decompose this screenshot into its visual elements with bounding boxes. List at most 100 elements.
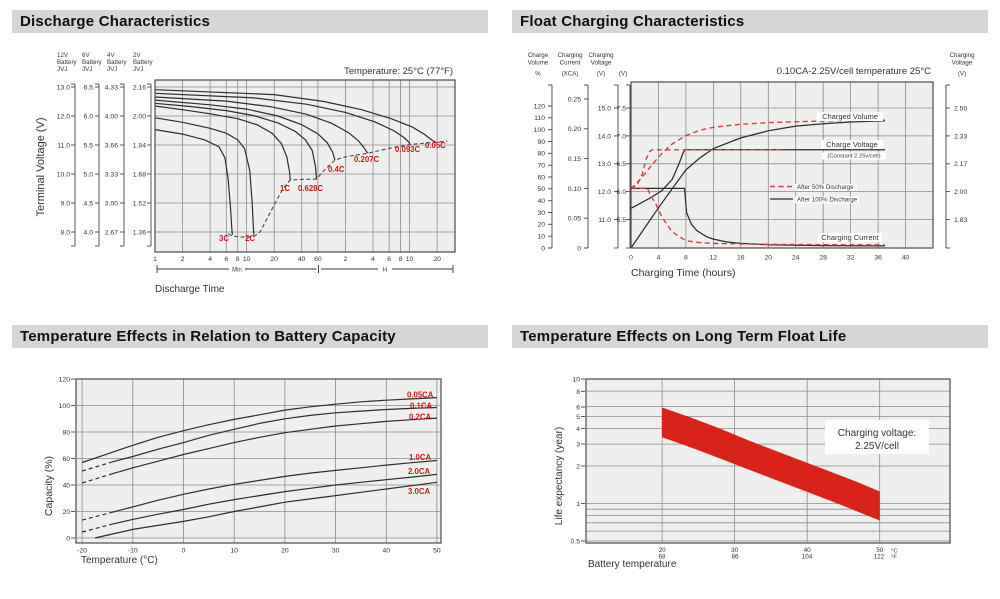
tick-label: 40 — [804, 547, 812, 554]
scale-label: 2.67 — [105, 229, 118, 236]
series-0.2CA-dashed — [81, 473, 113, 484]
section-title-discharge: Discharge Characteristics — [12, 10, 488, 33]
series-0.05CA — [81, 397, 437, 464]
tick-label: 0 — [629, 255, 633, 262]
scale-label: 0.20 — [568, 126, 581, 133]
tick-label: 0 — [182, 548, 186, 555]
scale-label: 13.0 — [57, 84, 70, 91]
scale-header: Charge — [528, 52, 549, 59]
scale-header: Battery — [107, 59, 128, 66]
label-bg — [229, 266, 245, 274]
tick-label: 24 — [792, 255, 800, 262]
tick-label: 12 — [710, 255, 718, 262]
series-3C — [154, 129, 233, 235]
section-title-text: Temperature Effects in Relation to Batte… — [20, 328, 396, 345]
scale-label: 1.84 — [133, 142, 146, 149]
fahrenheit-tick-86: 86 — [731, 554, 739, 561]
life-expectancy-band — [662, 407, 880, 521]
scale-label: 40 — [537, 198, 545, 205]
scale-label: 3.66 — [105, 142, 118, 149]
label-bg — [817, 112, 883, 121]
scale-header: JVJ — [107, 66, 117, 73]
scale-label: 4.0 — [84, 229, 94, 236]
scale-label: 2.50 — [954, 105, 967, 112]
scale-label: 60 — [537, 174, 545, 181]
scale-label: 110 — [534, 115, 545, 122]
panel-discharge-characteristics: Discharge Characteristics 1 2 4 6 8 10 20 40 60 2… — [0, 0, 500, 300]
section-title-float-charging: Float Charging Characteristics — [512, 10, 988, 33]
scale-label: 0.15 — [568, 156, 581, 163]
curve-label-2C: 2C — [245, 234, 255, 243]
plot-border — [630, 81, 934, 249]
scale-header: JVJ — [57, 66, 67, 73]
plot-area — [155, 80, 455, 252]
scale-label: 10 — [572, 376, 580, 383]
panel-float-charging: Float Charging Characteristics 0 4 8 12 16 20… — [500, 0, 1000, 300]
scale-label: 0.5 — [571, 538, 581, 545]
tick-label: -10 — [128, 548, 138, 555]
plot-border — [75, 378, 442, 544]
scale-label: 2.00 — [133, 113, 146, 120]
scale-label: 9.0 — [61, 200, 71, 207]
panel-temperature-capacity: Temperature Effects in Relation to Batte… — [0, 300, 500, 599]
scale-label: 120 — [59, 376, 71, 383]
scale-label: 1.52 — [133, 200, 146, 207]
scale-header: 2V — [133, 52, 141, 59]
scale-label: 60 — [62, 456, 70, 463]
series-0.1CA-dashed — [81, 461, 113, 472]
curve-label-0.05C: 0.05C — [425, 141, 446, 150]
scale-label: 120 — [534, 103, 546, 110]
scale-header: Voltage — [591, 60, 612, 67]
scale-header: Charging — [949, 52, 975, 59]
scale-label: 12.0 — [57, 113, 70, 120]
tick-label: 10 — [243, 256, 251, 263]
scale-label: 20 — [537, 222, 545, 229]
scale-header: Battery — [133, 59, 154, 66]
series-charge-voltage-after-100pct-discharge — [630, 149, 885, 209]
scale-label: 2.17 — [954, 161, 967, 168]
series-0.4C — [154, 99, 336, 161]
series-0.05C — [154, 89, 436, 143]
tick-label: 10 — [406, 256, 414, 263]
tick-label: 8 — [399, 256, 403, 263]
scale-header: Volume — [528, 60, 549, 67]
plot-area — [631, 82, 933, 248]
temperature-effects-battery-capacity-chart: -20 -10 0 10 20 30 40 50 120 100 80 60 40 20 0 Capacity… — [43, 376, 442, 566]
tick-label: 2 — [181, 256, 185, 263]
scale-label: 70 — [537, 163, 545, 170]
label-bg — [822, 152, 886, 160]
scale-label: 3.00 — [105, 200, 118, 207]
section-title-float-life: Temperature Effects on Long Term Float L… — [512, 325, 988, 348]
tick-label: 20 — [659, 547, 667, 554]
scale-label: 2 — [576, 463, 580, 470]
scale-label: 0 — [66, 535, 70, 542]
tick-label: 32 — [847, 255, 855, 262]
curve-label-3C: 3C — [219, 234, 229, 243]
tick-label: 6 — [224, 256, 228, 263]
scale-label: 100 — [59, 403, 71, 410]
scale-label: 6.5 — [84, 84, 94, 91]
scale-label: 20 — [62, 509, 70, 516]
label-bg — [821, 140, 883, 149]
scale-header: (XCA) — [562, 71, 579, 78]
scale-label: 5 — [576, 414, 580, 421]
scale-label: 6.0 — [84, 113, 94, 120]
scale-label: 10.0 — [57, 171, 70, 178]
label-bg — [795, 196, 859, 204]
tick-label: 20 — [433, 256, 441, 263]
tick-label: 8 — [684, 255, 688, 262]
tick-label: 6 — [387, 256, 391, 263]
scale-label: 0.10 — [568, 186, 581, 193]
scale-label: 40 — [62, 482, 70, 489]
curve-label-0.1CA: 0.1CA — [410, 402, 432, 411]
tick-label: 50 — [876, 547, 884, 554]
charging-voltage-note-line1: Charging voltage: — [838, 428, 916, 439]
x-axis-title: Discharge Time — [155, 284, 225, 295]
tick-label: 20 — [765, 255, 773, 262]
tick-label: 30 — [731, 547, 739, 554]
series-charged-volume-after-100pct-discharge — [630, 120, 886, 249]
series-2.0CA — [112, 473, 437, 525]
charging-current-label: Charging Current — [821, 233, 879, 242]
scale-header: Battery — [82, 59, 103, 66]
